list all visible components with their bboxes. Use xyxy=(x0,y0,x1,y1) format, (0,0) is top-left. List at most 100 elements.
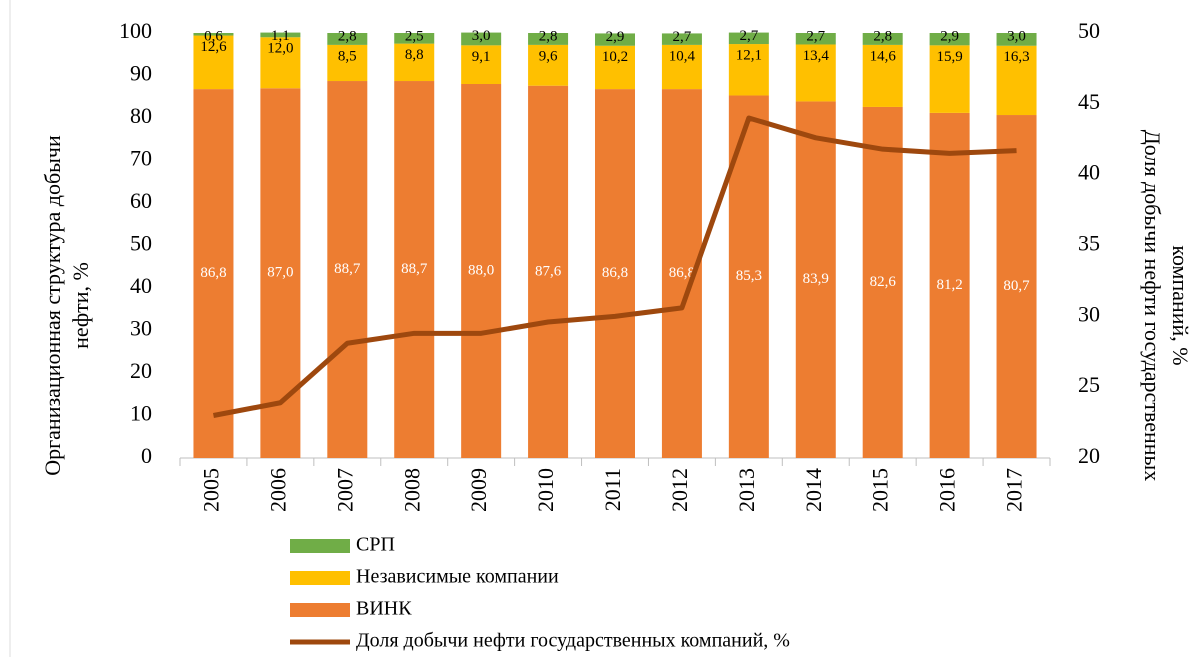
y-tick-label: 30 xyxy=(130,316,152,341)
y2-tick-label: 20 xyxy=(1078,443,1100,468)
value-label: 88,7 xyxy=(334,261,361,277)
bar-segment xyxy=(996,115,1037,459)
bar-segment xyxy=(728,44,769,96)
y-tick-label: 40 xyxy=(130,273,152,298)
bar-segment xyxy=(728,32,769,45)
value-label: 82,6 xyxy=(870,274,897,290)
value-label: 8,5 xyxy=(338,48,357,64)
bar-segment xyxy=(528,33,569,45)
y-tick-label: 0 xyxy=(141,443,152,468)
bar-segment xyxy=(327,33,368,45)
bar-segment xyxy=(795,44,836,102)
value-label: 1,1 xyxy=(271,28,290,44)
value-label: 9,1 xyxy=(472,49,491,65)
y2-tick-label: 40 xyxy=(1078,160,1100,185)
bar-segment xyxy=(862,44,903,107)
value-label: 3,0 xyxy=(472,28,491,44)
bar-segment xyxy=(193,35,234,90)
x-tick-label: 2011 xyxy=(600,468,625,511)
value-label: 2,7 xyxy=(806,28,825,44)
value-label: 3,0 xyxy=(1007,28,1026,44)
bar-segment xyxy=(795,101,836,459)
bar-segment xyxy=(795,33,836,45)
value-label: 0,6 xyxy=(204,28,223,44)
bar-segment xyxy=(260,88,301,458)
y2-tick-label: 35 xyxy=(1078,231,1100,256)
value-label: 8,8 xyxy=(405,47,424,63)
x-tick-label: 2015 xyxy=(868,468,893,512)
legend-swatch xyxy=(290,539,350,553)
value-label: 10,2 xyxy=(602,49,628,65)
bar-segment xyxy=(929,112,970,459)
value-label: 16,3 xyxy=(1003,49,1029,65)
x-tick-label: 2005 xyxy=(199,468,224,512)
legend-label: Независимые компании xyxy=(356,566,559,588)
bar-segment xyxy=(528,44,569,86)
y2-tick-label: 45 xyxy=(1078,89,1100,114)
x-tick-label: 2009 xyxy=(466,468,491,512)
y-axis-title: нефти, % xyxy=(68,262,93,349)
value-label: 86,8 xyxy=(602,265,628,281)
bar-segment xyxy=(996,45,1037,116)
bar-segment xyxy=(996,33,1037,46)
value-label: 2,9 xyxy=(606,29,625,45)
y-tick-label: 90 xyxy=(130,61,152,86)
y-tick-label: 100 xyxy=(119,18,152,43)
value-label: 2,7 xyxy=(673,29,692,45)
y2-tick-label: 30 xyxy=(1078,301,1100,326)
bar-segment xyxy=(193,33,234,36)
legend-label: Доля добычи нефти государственных компан… xyxy=(356,630,790,652)
bar-segment xyxy=(394,33,435,44)
value-label: 83,9 xyxy=(803,271,829,287)
value-label: 12,1 xyxy=(736,47,762,63)
legend-label: СРП xyxy=(356,534,395,556)
bar-segment xyxy=(260,37,301,89)
value-label: 85,3 xyxy=(736,268,762,284)
y-tick-label: 50 xyxy=(130,231,152,256)
bar-segment xyxy=(193,89,234,458)
bar-segment xyxy=(929,33,970,46)
bar-segment xyxy=(661,44,702,90)
value-label: 87,6 xyxy=(535,263,562,279)
bar-segment xyxy=(461,45,502,84)
bar-segment xyxy=(394,81,435,459)
value-label: 86,8 xyxy=(669,265,695,281)
bar-segment xyxy=(528,85,569,458)
bar-segment xyxy=(461,32,502,46)
y-axis-title: Организационная структура добычи xyxy=(40,135,65,476)
value-label: 88,7 xyxy=(401,261,428,277)
value-label: 81,2 xyxy=(936,277,962,293)
x-tick-label: 2016 xyxy=(935,468,960,512)
y2-tick-label: 25 xyxy=(1078,372,1100,397)
y2-axis-title: компаний, % xyxy=(1168,245,1193,365)
bar-segment xyxy=(929,45,970,113)
value-label: 12,0 xyxy=(267,41,293,57)
value-label: 86,8 xyxy=(200,265,226,281)
y2-axis-title: Доля добычи нефти государственных xyxy=(1140,130,1165,482)
bar-segment xyxy=(327,81,368,459)
x-tick-label: 2013 xyxy=(734,468,759,512)
y-tick-label: 80 xyxy=(130,103,152,128)
x-tick-label: 2008 xyxy=(399,468,424,512)
legend-swatch xyxy=(290,571,350,585)
value-label: 14,6 xyxy=(870,48,897,64)
value-label: 2,8 xyxy=(338,28,357,44)
y-tick-label: 20 xyxy=(130,358,152,383)
line-series xyxy=(212,115,1017,418)
value-label: 80,7 xyxy=(1003,278,1030,294)
value-label: 2,9 xyxy=(940,28,959,44)
bar-segment xyxy=(327,44,368,82)
bar-segment xyxy=(862,33,903,45)
x-tick-label: 2007 xyxy=(332,468,357,512)
y-tick-label: 10 xyxy=(130,401,152,426)
y-tick-label: 70 xyxy=(130,146,152,171)
bar-segment xyxy=(595,45,635,90)
bar-segment xyxy=(260,32,301,38)
value-label: 87,0 xyxy=(267,265,293,281)
value-label: 2,8 xyxy=(539,28,558,44)
value-label: 12,6 xyxy=(200,39,227,55)
bar-segment xyxy=(394,43,435,82)
value-label: 13,4 xyxy=(803,48,830,64)
value-label: 10,4 xyxy=(669,48,696,64)
